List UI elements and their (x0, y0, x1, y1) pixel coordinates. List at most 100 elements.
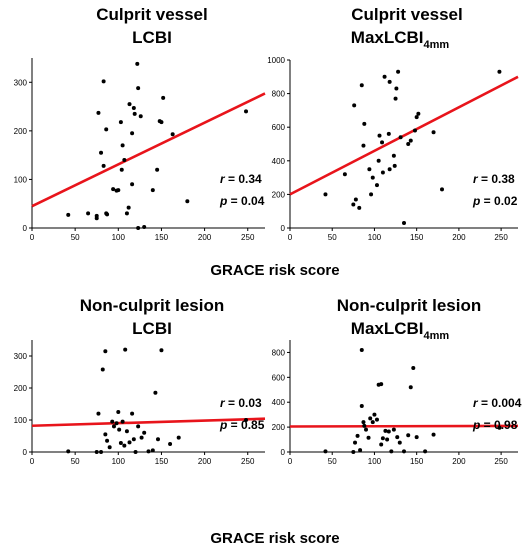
data-point (105, 212, 110, 217)
data-point (116, 410, 121, 414)
data-point (414, 435, 419, 440)
data-point (386, 131, 391, 136)
data-point (116, 188, 121, 193)
data-point (117, 427, 122, 432)
y-tick-label: 400 (272, 398, 286, 407)
data-point (367, 167, 372, 172)
r-symbol: r (473, 396, 479, 410)
r-value: = 0.38 (478, 172, 515, 186)
r-statistic: r = 0.03 (220, 396, 262, 410)
data-point (99, 450, 104, 454)
panel-title: Culprit vessel (96, 5, 208, 24)
data-point (440, 187, 444, 192)
panel-nonculprit-maxlcbi: Non-culprit lesion MaxLCBI4mm (337, 296, 482, 342)
data-point (123, 347, 128, 352)
data-point (104, 127, 109, 132)
x-tick-label: 200 (198, 457, 212, 466)
r-symbol: r (473, 172, 479, 186)
data-point (406, 142, 411, 146)
x-tick-label: 200 (452, 457, 466, 466)
data-point (139, 435, 144, 440)
data-point (131, 437, 136, 442)
x-tick-label: 250 (494, 233, 508, 242)
x-axis-label: GRACE risk score (210, 530, 339, 547)
data-point (159, 348, 164, 353)
data-point (406, 433, 411, 438)
data-point (359, 83, 364, 88)
data-point (497, 69, 502, 74)
r-statistic: r = 0.34 (220, 172, 262, 186)
x-tick-label: 150 (155, 233, 169, 242)
data-point (387, 167, 392, 172)
data-point (431, 432, 436, 437)
data-point (120, 143, 125, 148)
data-point (126, 205, 131, 210)
data-point (391, 153, 396, 158)
data-point (397, 440, 402, 445)
regression-line (31, 92, 266, 208)
data-point (355, 433, 360, 438)
data-point (411, 366, 416, 370)
data-point (114, 421, 119, 426)
data-point (136, 226, 141, 230)
data-point (357, 205, 362, 210)
data-point (380, 140, 385, 145)
data-point (323, 449, 328, 454)
data-point (136, 424, 141, 429)
data-point (394, 86, 399, 91)
y-tick-label: 200 (14, 127, 28, 136)
data-point (352, 103, 357, 108)
p-value: = 0.04 (227, 194, 264, 208)
data-point (150, 188, 155, 193)
data-point (118, 120, 123, 125)
data-point (402, 449, 406, 454)
y-tick-label: 0 (23, 224, 28, 233)
data-point (389, 449, 394, 454)
y-tick-label: 300 (14, 352, 28, 361)
data-point (101, 79, 106, 84)
data-point (391, 427, 396, 432)
regression-line (289, 75, 519, 196)
x-tick-label: 0 (30, 457, 35, 466)
r-value: = 0.004 (478, 396, 522, 410)
data-point (99, 150, 104, 155)
y-tick-label: 0 (281, 448, 286, 457)
panel-culprit-maxlcbi: Culprit vessel MaxLCBI4mm (351, 5, 463, 51)
data-point (323, 192, 328, 197)
data-point (361, 143, 366, 148)
y-tick-label: 200 (272, 423, 286, 432)
data-point (142, 430, 147, 435)
data-point (96, 411, 101, 416)
data-point (146, 449, 151, 454)
x-axis-label: GRACE risk score (210, 262, 339, 279)
data-point (118, 441, 123, 446)
panel-title: Non-culprit lesion (80, 296, 225, 315)
y-tick-label: 300 (14, 78, 28, 87)
data-point (369, 192, 374, 197)
data-point (155, 437, 160, 442)
data-point (351, 202, 356, 207)
data-point (423, 449, 428, 454)
data-point (374, 417, 379, 422)
plot-area-nonculprit-lcbi: 0 50 100 150 200 250 0 100 200 300 r = 0.03 p = 0.8… (14, 340, 266, 466)
data-point (66, 212, 71, 217)
x-tick-label: 150 (155, 457, 169, 466)
x-tick-label: 250 (241, 457, 255, 466)
data-point (110, 419, 115, 424)
data-point (101, 163, 106, 168)
panel-nonculprit-lcbi: Non-culprit lesion LCBI (80, 296, 225, 338)
data-point (342, 172, 347, 177)
data-point (122, 443, 127, 448)
panel-title: Non-culprit lesion (337, 296, 482, 315)
data-point (127, 440, 132, 445)
data-point (100, 367, 105, 372)
data-point (176, 435, 181, 440)
x-tick-label: 50 (71, 233, 80, 242)
y-tick-label: 100 (14, 416, 28, 425)
p-statistic: p = 0.85 (219, 418, 265, 432)
data-point (161, 95, 166, 100)
data-point (86, 211, 91, 216)
regression-line (289, 424, 519, 428)
data-point (138, 114, 143, 119)
r-value: = 0.34 (225, 172, 262, 186)
